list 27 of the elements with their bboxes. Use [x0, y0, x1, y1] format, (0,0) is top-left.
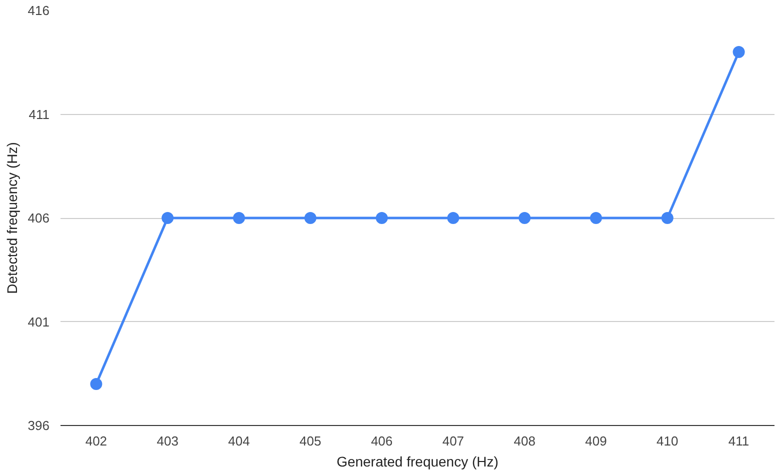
x-tick-label: 404: [228, 434, 250, 448]
y-tick-label: 401: [28, 314, 50, 330]
x-tick-label: 402: [85, 434, 108, 448]
x-tick-label: 409: [585, 434, 607, 448]
x-tick-label: 403: [156, 434, 178, 448]
x-tick-label: 408: [514, 434, 536, 448]
y-tick-label: 416: [28, 3, 50, 18]
point: [304, 212, 316, 224]
y-tick-label: 406: [28, 210, 50, 226]
point: [732, 46, 745, 58]
x-tick-label: 411: [728, 434, 750, 448]
x-tick-label: 406: [370, 434, 393, 448]
point: [447, 212, 460, 224]
x-tick-label: 407: [442, 434, 464, 448]
y-axis-title: Detected frequency (Hz): [4, 142, 20, 294]
point: [162, 212, 174, 224]
y-tick-label: 411: [28, 106, 50, 122]
point: [590, 212, 602, 224]
point: [233, 212, 245, 224]
point: [90, 378, 102, 390]
x-tick-label: 405: [300, 434, 322, 448]
point: [518, 212, 531, 224]
y-tick-label: 396: [28, 418, 50, 433]
x-tick-label: 410: [656, 434, 678, 448]
x-axis-title: Generated frequency (Hz): [336, 454, 498, 470]
point: [376, 212, 388, 224]
point: [661, 212, 674, 224]
